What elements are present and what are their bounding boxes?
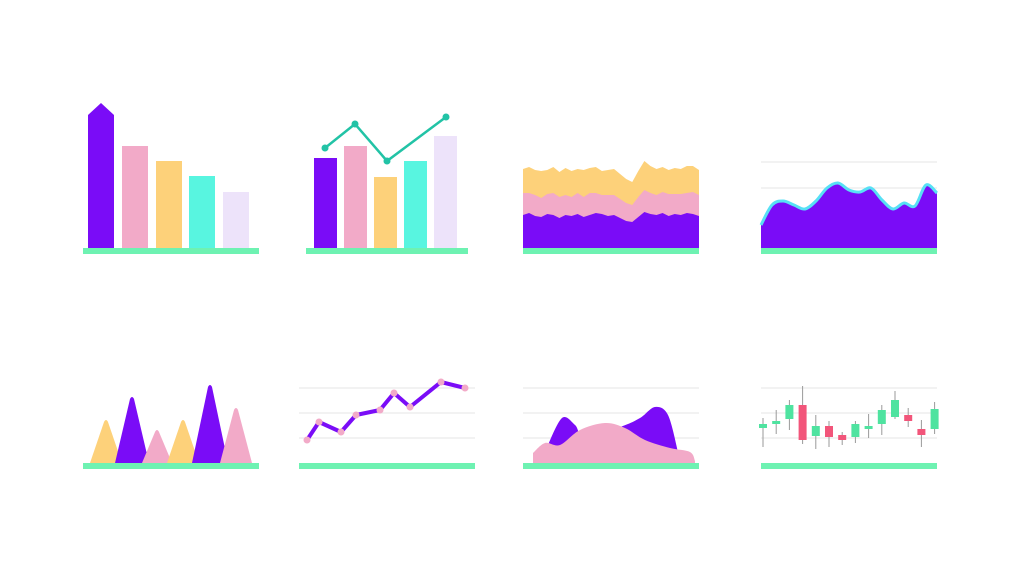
line-point	[406, 403, 414, 411]
candle-body	[864, 426, 873, 429]
triangle-peak	[167, 420, 199, 463]
chart-2	[306, 113, 468, 254]
bar	[189, 176, 215, 248]
baseline-bar	[523, 248, 699, 254]
candle-body	[811, 426, 820, 436]
bar	[88, 103, 114, 248]
triangle-peak	[220, 408, 252, 463]
line-series	[324, 115, 447, 163]
baseline-bar	[83, 248, 259, 254]
candle-body	[891, 400, 899, 417]
bar	[122, 146, 148, 248]
line-point	[337, 428, 345, 436]
candle-body	[785, 405, 794, 419]
baseline-bar	[83, 463, 259, 469]
area-purple	[523, 212, 699, 248]
candle-body	[759, 424, 767, 428]
bar	[223, 192, 249, 248]
line-point	[321, 144, 329, 152]
chart-8	[759, 386, 939, 469]
bar	[156, 161, 182, 248]
line-point	[376, 406, 384, 414]
line-point	[315, 418, 323, 426]
bar	[374, 177, 397, 248]
area-outline	[759, 181, 939, 226]
baseline-bar	[761, 463, 937, 469]
candle-body	[798, 405, 807, 440]
line-point	[351, 120, 359, 128]
line-series	[305, 380, 466, 442]
baseline-bar	[299, 463, 475, 469]
line-point	[352, 411, 360, 419]
area	[761, 182, 937, 248]
candle-body	[772, 421, 781, 424]
baseline-bar	[306, 248, 468, 254]
chart-6	[299, 378, 475, 469]
triangle-peak	[115, 397, 149, 463]
bar	[404, 161, 427, 248]
line-point	[442, 113, 450, 121]
candle-body	[825, 426, 833, 437]
triangle-peak	[142, 430, 172, 463]
chart-7	[523, 387, 699, 469]
line-point	[461, 384, 469, 392]
line-point	[437, 378, 445, 386]
baseline-bar	[523, 463, 699, 469]
triangle-peak	[192, 385, 228, 463]
chart-5	[83, 385, 259, 469]
bar	[314, 158, 337, 248]
candle-body	[851, 424, 860, 437]
triangle-peak	[90, 420, 122, 463]
line-point	[390, 389, 398, 397]
line-point	[383, 157, 391, 165]
candle-body	[838, 435, 847, 440]
baseline-bar	[761, 248, 937, 254]
candle-body	[877, 410, 886, 424]
chart-3	[523, 161, 699, 254]
bar	[344, 146, 367, 248]
chart-4	[759, 161, 939, 254]
line-point	[303, 436, 311, 444]
candle-body	[917, 429, 926, 435]
bar	[434, 136, 457, 248]
candle-body	[930, 409, 939, 429]
candle-body	[904, 415, 913, 421]
area-pink	[533, 422, 695, 463]
chart-1	[83, 103, 259, 254]
